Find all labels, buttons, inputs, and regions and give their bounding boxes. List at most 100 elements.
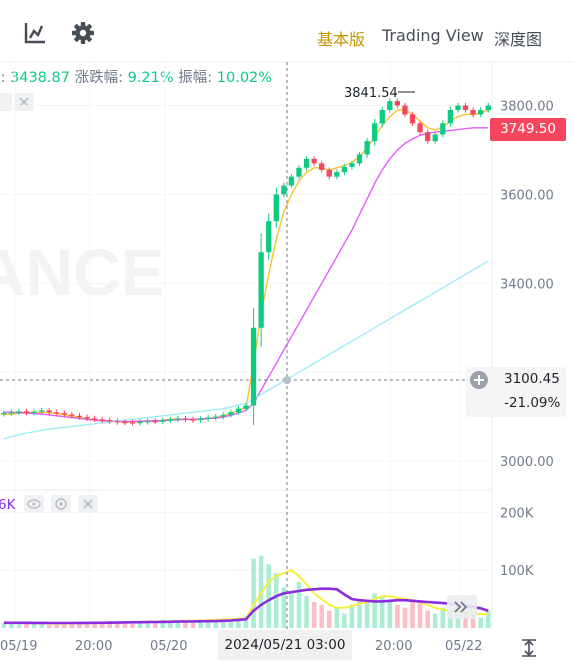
volume-settings-icon[interactable] — [51, 495, 71, 513]
candle-body — [228, 412, 234, 415]
candle-body — [182, 418, 189, 420]
scroll-to-latest-button[interactable] — [447, 595, 477, 619]
volume-bar — [183, 620, 188, 628]
fit-axis-icon[interactable] — [518, 637, 540, 663]
volume-bar — [243, 616, 249, 628]
chart-indicator-icon[interactable] — [22, 20, 48, 46]
candle-body — [455, 105, 461, 110]
candle-body — [114, 421, 120, 423]
candle-body — [372, 123, 378, 142]
candle-body — [477, 110, 484, 115]
volume-bar — [402, 607, 408, 628]
tab-basic[interactable]: 基本版 — [317, 30, 366, 49]
volume-bar — [205, 619, 211, 628]
candle-body — [122, 422, 128, 424]
y-tick-label: 3000.00 — [500, 455, 554, 470]
candle-body — [8, 412, 15, 414]
candle-body — [425, 132, 431, 142]
candle-body — [379, 110, 385, 124]
volume-bar — [485, 610, 491, 628]
volume-bar — [236, 617, 241, 628]
candle-body — [190, 419, 196, 421]
candle-body — [144, 421, 151, 423]
volume-bar — [342, 613, 347, 628]
volume-bar — [281, 587, 287, 628]
candle-body — [243, 405, 249, 409]
candle-body — [402, 105, 408, 115]
volume-bar — [190, 622, 196, 628]
vol-ma-short-line — [3, 569, 489, 625]
x-tick-label: 05/22 — [445, 639, 483, 654]
volume-bar — [296, 581, 302, 628]
volume-visibility-icon[interactable] — [24, 495, 44, 513]
volume-bar — [145, 621, 150, 628]
volume-bar — [410, 599, 415, 628]
volume-bar — [425, 610, 430, 628]
candle-body — [84, 417, 90, 419]
volume-bar — [39, 624, 44, 628]
candle-body — [326, 170, 332, 177]
crosshair-price-box: 3100.45 -21.09% — [466, 367, 566, 417]
volume-bar — [289, 593, 294, 628]
gear-icon[interactable] — [70, 20, 96, 46]
close-icon[interactable] — [14, 93, 34, 111]
candle-body — [273, 194, 279, 222]
candle-body — [23, 411, 30, 413]
candle-body — [432, 134, 438, 142]
volume-bar — [372, 593, 377, 628]
tab-depth-chart[interactable]: 深度图 — [494, 30, 543, 49]
volume-bar — [387, 601, 393, 628]
volume-close-icon[interactable] — [78, 495, 98, 513]
candle-body — [137, 422, 143, 424]
add-alert-icon[interactable] — [470, 371, 488, 389]
volume-bar — [349, 604, 355, 628]
volume-bar — [92, 623, 97, 628]
candle-body — [99, 419, 105, 421]
volume-bar — [137, 622, 143, 628]
crosshair-percent: -21.09% — [504, 395, 561, 411]
candle-body — [311, 158, 317, 164]
high-marker-label: 3841.54 — [344, 86, 398, 101]
volume-bar — [31, 623, 37, 628]
indicator-visibility-button[interactable] — [0, 93, 12, 111]
x-tick-label: 20:00 — [375, 639, 413, 654]
volume-bar — [326, 610, 332, 628]
volume-bar — [54, 623, 60, 628]
candle-body — [46, 410, 52, 413]
volume-bar — [463, 611, 468, 628]
candle-body — [167, 419, 173, 421]
watermark: NANCE — [0, 235, 165, 309]
volume-bar — [455, 613, 461, 628]
volume-bar — [470, 615, 476, 628]
volume-bar — [432, 613, 438, 628]
crosshair-time-label: 2024/05/21 03:00 — [218, 630, 352, 660]
candle-body — [349, 163, 355, 167]
volume-bar — [213, 622, 218, 628]
volume-bar — [84, 624, 90, 628]
volume-bar — [198, 621, 203, 628]
volume-legend: 6K — [0, 497, 17, 513]
candle-body — [440, 123, 446, 135]
time-axis[interactable]: 05/19 20:00 05/20 20:00 05/22 — [0, 630, 573, 668]
volume-bar — [122, 623, 128, 628]
tab-trading-view[interactable]: Trading View — [382, 26, 484, 45]
volume-bar — [379, 596, 385, 628]
candle-body — [91, 418, 98, 420]
candle-body — [296, 167, 302, 177]
candle-body — [69, 414, 75, 416]
volume-bar — [274, 573, 279, 628]
candle-body — [175, 418, 181, 420]
volume-bar — [357, 599, 362, 628]
volume-bar — [417, 601, 423, 628]
candle-body — [485, 105, 491, 110]
ohlc-info-bar: 收: 3438.87 涨跌幅: 9.21% 振幅: 10.02% — [0, 66, 272, 90]
volume-bar — [440, 607, 446, 628]
volume-bar — [364, 600, 370, 628]
candle-body — [1, 413, 7, 415]
amplitude-label: 振幅: — [178, 70, 213, 86]
candle-body — [356, 154, 363, 164]
candle-body — [364, 141, 370, 155]
volume-bar — [266, 564, 271, 628]
volume-y-tick-label: 100K — [500, 564, 534, 579]
